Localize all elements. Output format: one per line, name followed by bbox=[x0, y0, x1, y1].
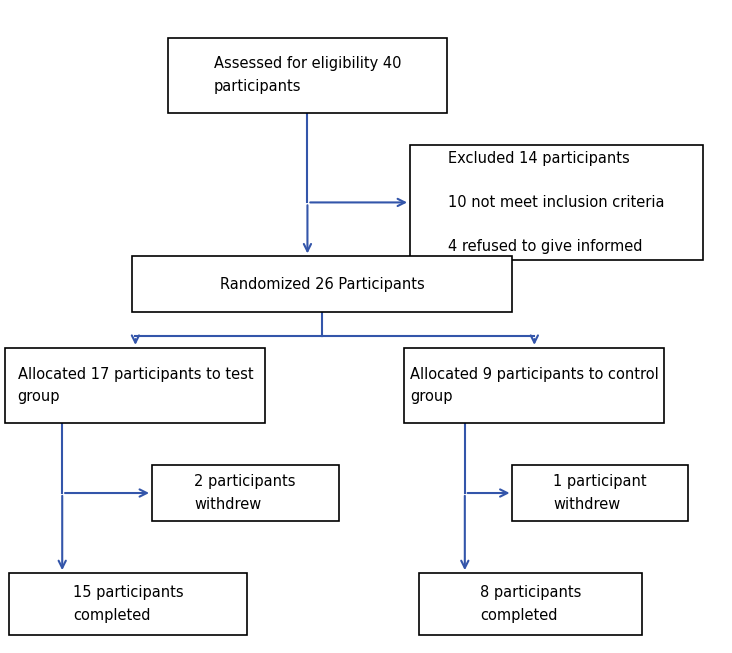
FancyBboxPatch shape bbox=[6, 347, 265, 423]
FancyBboxPatch shape bbox=[152, 465, 338, 521]
FancyBboxPatch shape bbox=[9, 573, 247, 635]
Text: Randomized 26 Participants: Randomized 26 Participants bbox=[220, 277, 425, 291]
Text: Allocated 17 participants to test
group: Allocated 17 participants to test group bbox=[18, 367, 253, 404]
Text: 8 participants
completed: 8 participants completed bbox=[480, 586, 581, 622]
Text: 1 participant
withdrew: 1 participant withdrew bbox=[553, 475, 647, 511]
FancyBboxPatch shape bbox=[410, 146, 703, 260]
FancyBboxPatch shape bbox=[419, 573, 643, 635]
Text: Allocated 9 participants to control
group: Allocated 9 participants to control grou… bbox=[410, 367, 659, 404]
Text: 2 participants
withdrew: 2 participants withdrew bbox=[195, 475, 296, 511]
FancyBboxPatch shape bbox=[512, 465, 688, 521]
FancyBboxPatch shape bbox=[132, 257, 512, 312]
Text: Assessed for eligibility 40
participants: Assessed for eligibility 40 participants bbox=[214, 57, 401, 93]
Text: 15 participants
completed: 15 participants completed bbox=[72, 586, 184, 622]
FancyBboxPatch shape bbox=[404, 347, 665, 423]
FancyBboxPatch shape bbox=[168, 37, 447, 112]
Text: Excluded 14 participants

10 not meet inclusion criteria

4 refused to give info: Excluded 14 participants 10 not meet inc… bbox=[448, 151, 665, 254]
